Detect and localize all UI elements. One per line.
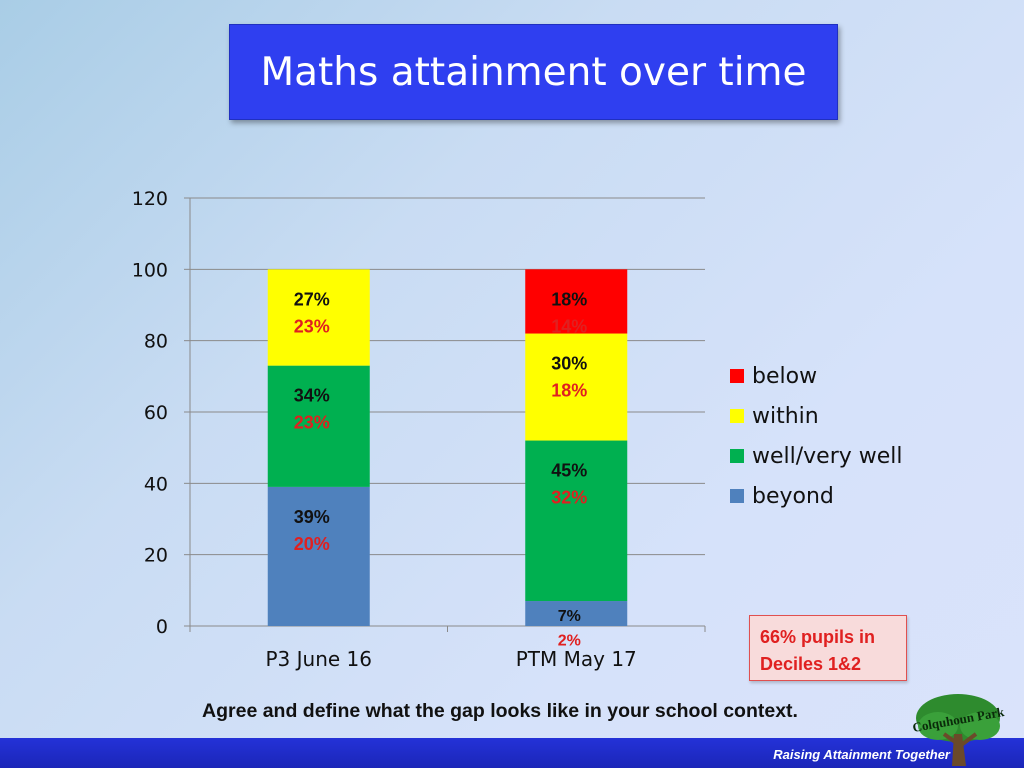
y-tick-label: 40 bbox=[144, 473, 168, 495]
footer-bar: Raising Attainment Together bbox=[0, 738, 1024, 768]
y-tick-label: 120 bbox=[132, 188, 168, 210]
bar-segment-well-very-well bbox=[267, 365, 370, 487]
legend-item: well/very well bbox=[730, 436, 903, 476]
colquhoun-park-logo: Colquhoun Park bbox=[911, 694, 1006, 766]
y-tick-label: 20 bbox=[144, 545, 168, 567]
legend-item: below bbox=[730, 356, 903, 396]
legend-label: beyond bbox=[752, 483, 834, 509]
deciles-callout: 66% pupils in Deciles 1&2 bbox=[749, 615, 907, 681]
data-label: 34% bbox=[294, 386, 330, 406]
y-tick-label: 60 bbox=[144, 402, 168, 424]
slide-title: Maths attainment over time bbox=[260, 49, 807, 95]
legend-label: within bbox=[752, 403, 819, 429]
data-label: 23% bbox=[294, 413, 330, 433]
x-category-label: P3 June 16 bbox=[265, 647, 372, 671]
data-label: 30% bbox=[551, 354, 587, 374]
data-label: 2% bbox=[558, 632, 581, 649]
data-label: 23% bbox=[294, 316, 330, 336]
legend-label: well/very well bbox=[752, 443, 903, 469]
bar-segment-beyond bbox=[267, 486, 370, 626]
legend-swatch bbox=[730, 489, 744, 503]
footer-tagline: Raising Attainment Together bbox=[773, 747, 950, 762]
bar-segment-well-very-well bbox=[525, 440, 628, 602]
data-label: 27% bbox=[294, 289, 330, 309]
instruction-text: Agree and define what the gap looks like… bbox=[202, 700, 798, 722]
legend-swatch bbox=[730, 449, 744, 463]
y-tick-label: 100 bbox=[132, 259, 168, 281]
legend-swatch bbox=[730, 409, 744, 423]
legend-swatch bbox=[730, 369, 744, 383]
data-label: 18% bbox=[551, 381, 587, 401]
y-tick-label: 0 bbox=[156, 616, 168, 638]
chart-legend: below within well/very well beyond bbox=[730, 356, 903, 516]
x-category-label: PTM May 17 bbox=[516, 647, 637, 671]
title-box: Maths attainment over time bbox=[229, 24, 838, 120]
bar-segment-below bbox=[525, 269, 628, 334]
data-label: 39% bbox=[294, 507, 330, 527]
legend-item: beyond bbox=[730, 476, 903, 516]
data-label: 7% bbox=[558, 608, 581, 625]
y-tick-label: 80 bbox=[144, 331, 168, 353]
data-label: 45% bbox=[551, 461, 587, 481]
data-label: 14% bbox=[551, 316, 587, 336]
legend-label: below bbox=[752, 363, 818, 389]
bar-segment-within bbox=[525, 333, 628, 441]
data-label: 18% bbox=[551, 289, 587, 309]
data-label: 32% bbox=[551, 488, 587, 508]
bar-segment-beyond bbox=[525, 601, 628, 626]
legend-item: within bbox=[730, 396, 903, 436]
bar-segment-within bbox=[267, 269, 370, 366]
data-label: 20% bbox=[294, 534, 330, 554]
